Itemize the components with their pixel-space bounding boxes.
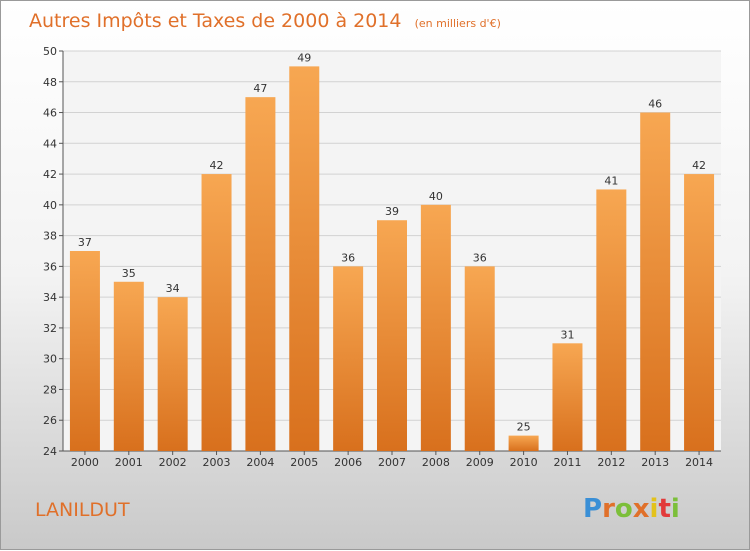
x-tick-label: 2005: [290, 456, 318, 469]
y-tick-label: 28: [43, 383, 57, 396]
bar-2010: [508, 435, 539, 451]
x-tick-label: 2014: [685, 456, 713, 469]
bar-2004: [245, 97, 276, 452]
bar-2007: [377, 220, 407, 451]
bar-2003: [201, 174, 232, 452]
logo-letter: i: [650, 494, 659, 524]
x-tick-label: 2000: [71, 456, 99, 469]
y-tick-label: 36: [43, 260, 57, 273]
logo-letter: t: [658, 494, 670, 524]
data-label-2008: 40: [429, 190, 443, 203]
data-label-2012: 41: [604, 174, 618, 187]
bar-2000: [69, 251, 100, 451]
bar-2012: [596, 189, 627, 451]
x-tick-label: 2009: [466, 456, 494, 469]
bar-2011: [552, 343, 583, 451]
x-tick-label: 2008: [422, 456, 450, 469]
bar-2002: [157, 297, 188, 451]
chart-title: Autres Impôts et Taxes de 2000 à 2014 (e…: [29, 10, 501, 32]
y-tick-label: 32: [43, 322, 57, 335]
data-label-2013: 46: [648, 98, 662, 111]
data-label-2014: 42: [692, 159, 706, 172]
data-label-2002: 34: [166, 282, 180, 295]
bar-2014: [684, 174, 715, 452]
x-tick-label: 2012: [597, 456, 625, 469]
data-label-2010: 25: [517, 421, 531, 434]
y-tick-label: 34: [43, 291, 57, 304]
y-tick-label: 38: [43, 230, 57, 243]
y-tick-label: 46: [43, 107, 57, 120]
logo-letter: x: [633, 494, 650, 524]
x-tick-label: 2010: [510, 456, 538, 469]
y-tick-label: 30: [43, 353, 57, 366]
x-tick-label: 2003: [203, 456, 231, 469]
bar-2006: [333, 266, 364, 451]
bar-2008: [420, 204, 451, 451]
x-tick-label: 2002: [159, 456, 187, 469]
y-tick-label: 48: [43, 76, 57, 89]
y-tick-label: 44: [43, 137, 57, 150]
bar-2009: [464, 266, 495, 451]
x-tick-label: 2013: [641, 456, 669, 469]
y-tick-label: 42: [43, 168, 57, 181]
data-label-2000: 37: [78, 236, 92, 249]
commune-name: LANILDUT: [35, 499, 130, 521]
y-tick-label: 40: [43, 199, 57, 212]
logo-letter: i: [671, 494, 680, 524]
logo-letter: r: [602, 494, 615, 524]
data-label-2006: 36: [341, 251, 355, 264]
bar-2013: [640, 112, 671, 452]
x-tick-label: 2001: [115, 456, 143, 469]
bar-2005: [289, 66, 320, 451]
data-label-2009: 36: [473, 251, 487, 264]
y-tick-label: 26: [43, 414, 57, 427]
data-label-2003: 42: [210, 159, 224, 172]
bar-2001: [113, 281, 144, 451]
logo-letter: o: [615, 494, 633, 524]
logo-letter: P: [583, 494, 602, 524]
x-tick-label: 2004: [246, 456, 274, 469]
x-tick-label: 2007: [378, 456, 406, 469]
data-label-2005: 49: [297, 51, 311, 64]
data-label-2001: 35: [122, 267, 136, 280]
x-tick-label: 2011: [553, 456, 581, 469]
x-tick-label: 2006: [334, 456, 362, 469]
plot-area: 24 26 28 30 32 34 36 38 40 42 44 46 48 50 37 2000 35 2001…: [43, 45, 721, 469]
chart-title-main: Autres Impôts et Taxes de 2000 à 2014: [29, 10, 402, 32]
proxiti-logo: Proxiti: [583, 494, 680, 524]
chart-title-unit: (en milliers d'€): [415, 17, 501, 30]
data-label-2011: 31: [560, 328, 574, 341]
y-tick-label: 50: [43, 45, 57, 58]
data-label-2007: 39: [385, 205, 399, 218]
y-tick-label: 24: [43, 445, 57, 458]
data-label-2004: 47: [253, 82, 267, 95]
